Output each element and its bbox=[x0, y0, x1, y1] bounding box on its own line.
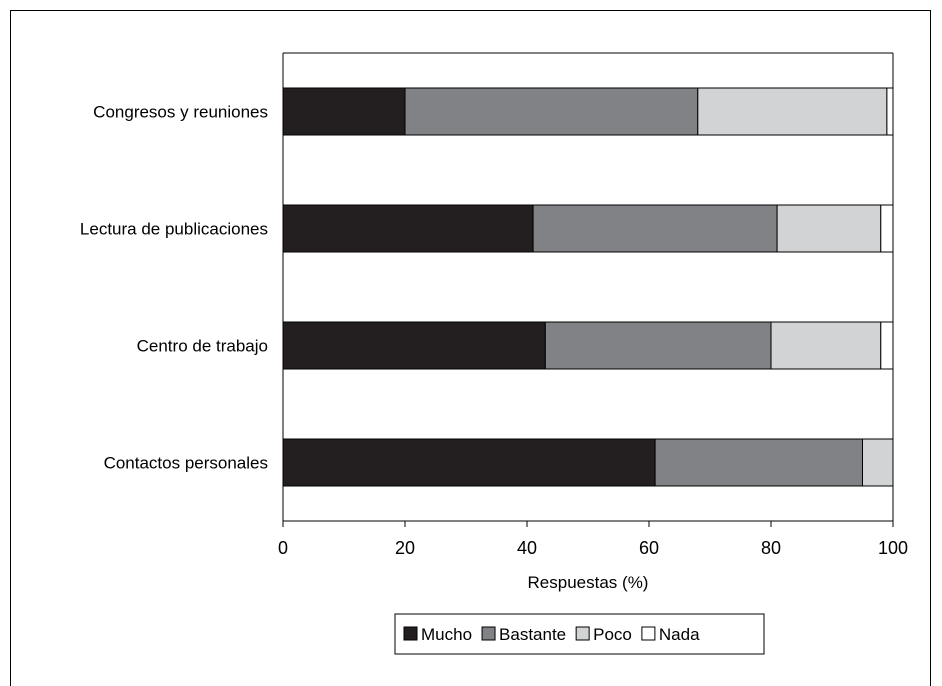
legend-swatch-poco bbox=[575, 626, 590, 641]
bar-segment-poco bbox=[776, 204, 882, 253]
legend-label-poco: Poco bbox=[593, 625, 632, 644]
bar-segment-nada bbox=[886, 87, 894, 136]
legend-label-nada: Nada bbox=[659, 625, 700, 644]
category-labels: Congresos y reuniones Lectura de publicac… bbox=[80, 103, 268, 473]
legend-swatch-mucho bbox=[403, 626, 418, 641]
x-tick-label: 60 bbox=[639, 538, 659, 558]
category-label: Lectura de publicaciones bbox=[80, 220, 268, 239]
legend-label-bastante: Bastante bbox=[499, 625, 566, 644]
bar-segment-bastante bbox=[404, 87, 699, 136]
bars-group bbox=[282, 87, 894, 487]
bar-segment-poco bbox=[697, 87, 888, 136]
axes-group bbox=[282, 52, 894, 522]
bar-segment-mucho bbox=[282, 87, 406, 136]
x-tick-label: 80 bbox=[761, 538, 781, 558]
bar-segment-nada bbox=[880, 204, 894, 253]
legend: Mucho Bastante Poco Nada bbox=[394, 613, 765, 655]
x-tick-label: 100 bbox=[878, 538, 908, 558]
bar-segment-poco bbox=[770, 321, 882, 370]
bar-segment-nada bbox=[880, 321, 894, 370]
x-axis-label: Respuestas (%) bbox=[528, 573, 649, 592]
bar-segment-mucho bbox=[282, 204, 534, 253]
bar-segment-bastante bbox=[532, 204, 778, 253]
x-tick-label: 20 bbox=[395, 538, 415, 558]
x-tick-label: 40 bbox=[517, 538, 537, 558]
bar-segment-bastante bbox=[544, 321, 772, 370]
legend-swatch-bastante bbox=[481, 626, 496, 641]
bar-segment-bastante bbox=[654, 438, 863, 487]
legend-swatch-nada bbox=[641, 626, 656, 641]
category-label: Centro de trabajo bbox=[137, 337, 268, 356]
category-label: Contactos personales bbox=[104, 454, 268, 473]
bar-segment-mucho bbox=[282, 438, 656, 487]
x-tick-labels: 0 20 40 60 80 100 bbox=[278, 521, 908, 558]
figure-frame bbox=[10, 10, 931, 686]
legend-label-mucho: Mucho bbox=[421, 625, 472, 644]
bar-segment-mucho bbox=[282, 321, 546, 370]
category-label: Congresos y reuniones bbox=[93, 103, 268, 122]
bar-segment-poco bbox=[862, 438, 894, 487]
x-tick-label: 0 bbox=[278, 538, 288, 558]
